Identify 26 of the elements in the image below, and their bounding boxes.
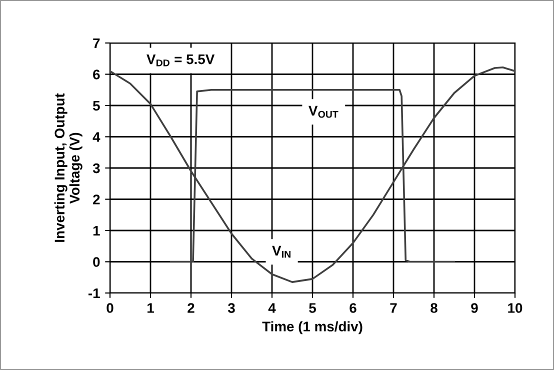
x-axis-title: Time (1 ms/div)	[262, 321, 362, 334]
x-tick-label: 6	[350, 303, 356, 313]
series-label: V$_{IN}$	[272, 246, 290, 258]
y-tick-label: 5	[92, 100, 100, 111]
series-label: V$_{OUT}$	[308, 106, 338, 118]
x-tick-label: 5	[309, 303, 316, 313]
x-tick-label: 0	[106, 303, 114, 313]
line-series	[170, 88, 456, 263]
y-tick-label: 7	[93, 38, 100, 48]
y-axis-title: Inverting Input, Output Voltage (V)	[54, 93, 82, 242]
y-tick-label: 3	[92, 163, 100, 174]
x-tick-label: 9	[471, 303, 478, 313]
x-tick-label: 10	[508, 303, 522, 313]
x-tick-label: 8	[430, 303, 438, 313]
y-tick-label: -1	[88, 288, 100, 298]
x-tick-label: 7	[390, 303, 397, 313]
x-tick-label: 1	[148, 303, 154, 313]
y-tick-label: 2	[93, 194, 100, 204]
y-tick-label: 4	[92, 132, 100, 142]
annotation: V$_{DD}$ = 5.5V	[146, 54, 215, 66]
y-tick-label: 0	[93, 257, 100, 267]
y-tick-label: 6	[93, 70, 100, 80]
y-tick-label: 1	[93, 226, 100, 236]
x-tick-label: 2	[188, 303, 194, 313]
x-tick-label: 3	[228, 303, 235, 313]
x-tick-label: 4	[268, 303, 276, 313]
